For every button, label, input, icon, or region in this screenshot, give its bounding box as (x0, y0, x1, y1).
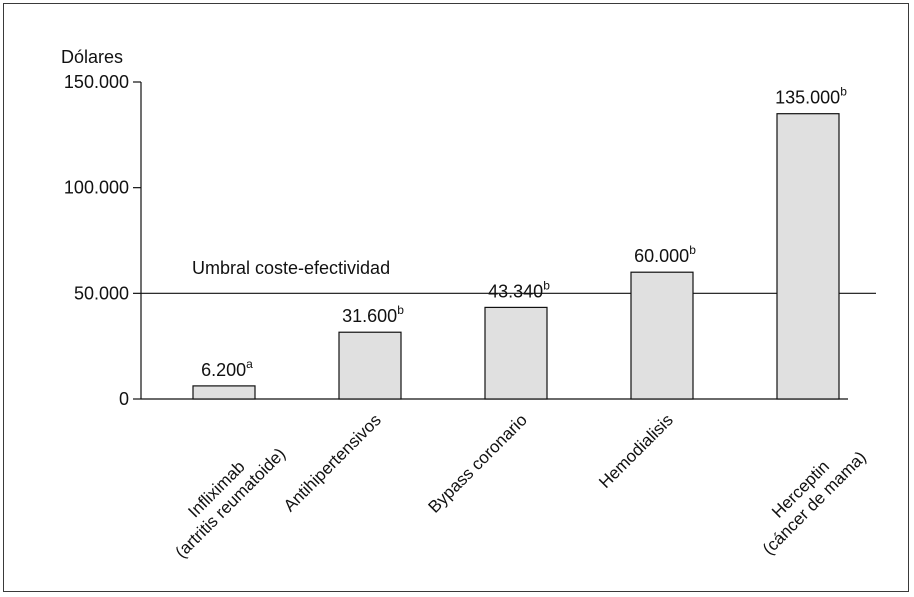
category-label: Antihipertensivos (280, 410, 385, 515)
chart-frame (3, 3, 909, 592)
category-label: Infliximab(artritis reumatoide) (158, 430, 289, 561)
category-label: Bypass coronario (425, 410, 531, 516)
bar-value-label: 135.000b (775, 85, 847, 108)
bar-value-label: 60.000b (634, 243, 696, 266)
bar (484, 306, 548, 400)
bar (192, 385, 256, 400)
y-tick-label: 100.000 (64, 178, 129, 198)
y-tick-label: 150.000 (64, 72, 129, 92)
bar-value-label: 6.200a (201, 357, 253, 380)
bar (338, 331, 402, 400)
bar-value-label: 43.340b (488, 278, 550, 301)
bar (776, 113, 840, 400)
threshold-label: Umbral coste-efectividad (192, 258, 390, 278)
category-label: Herceptin(cáncer de mama) (745, 434, 870, 559)
bar (630, 271, 694, 400)
bars (192, 113, 840, 400)
y-tick-label: 50.000 (74, 283, 129, 303)
category-label: Hemodialisis (595, 410, 677, 492)
bar-value-label: 31.600b (342, 303, 404, 326)
y-axis-label: Dólares (61, 47, 123, 67)
category-labels: Infliximab(artritis reumatoide)Antihiper… (158, 410, 870, 561)
data-labels: 6.200a 31.600b 43.340b 60.000b 135.000b (201, 85, 847, 380)
axes: 0 50.000 100.000 150.000 (64, 72, 876, 409)
y-tick-label: 0 (119, 389, 129, 409)
